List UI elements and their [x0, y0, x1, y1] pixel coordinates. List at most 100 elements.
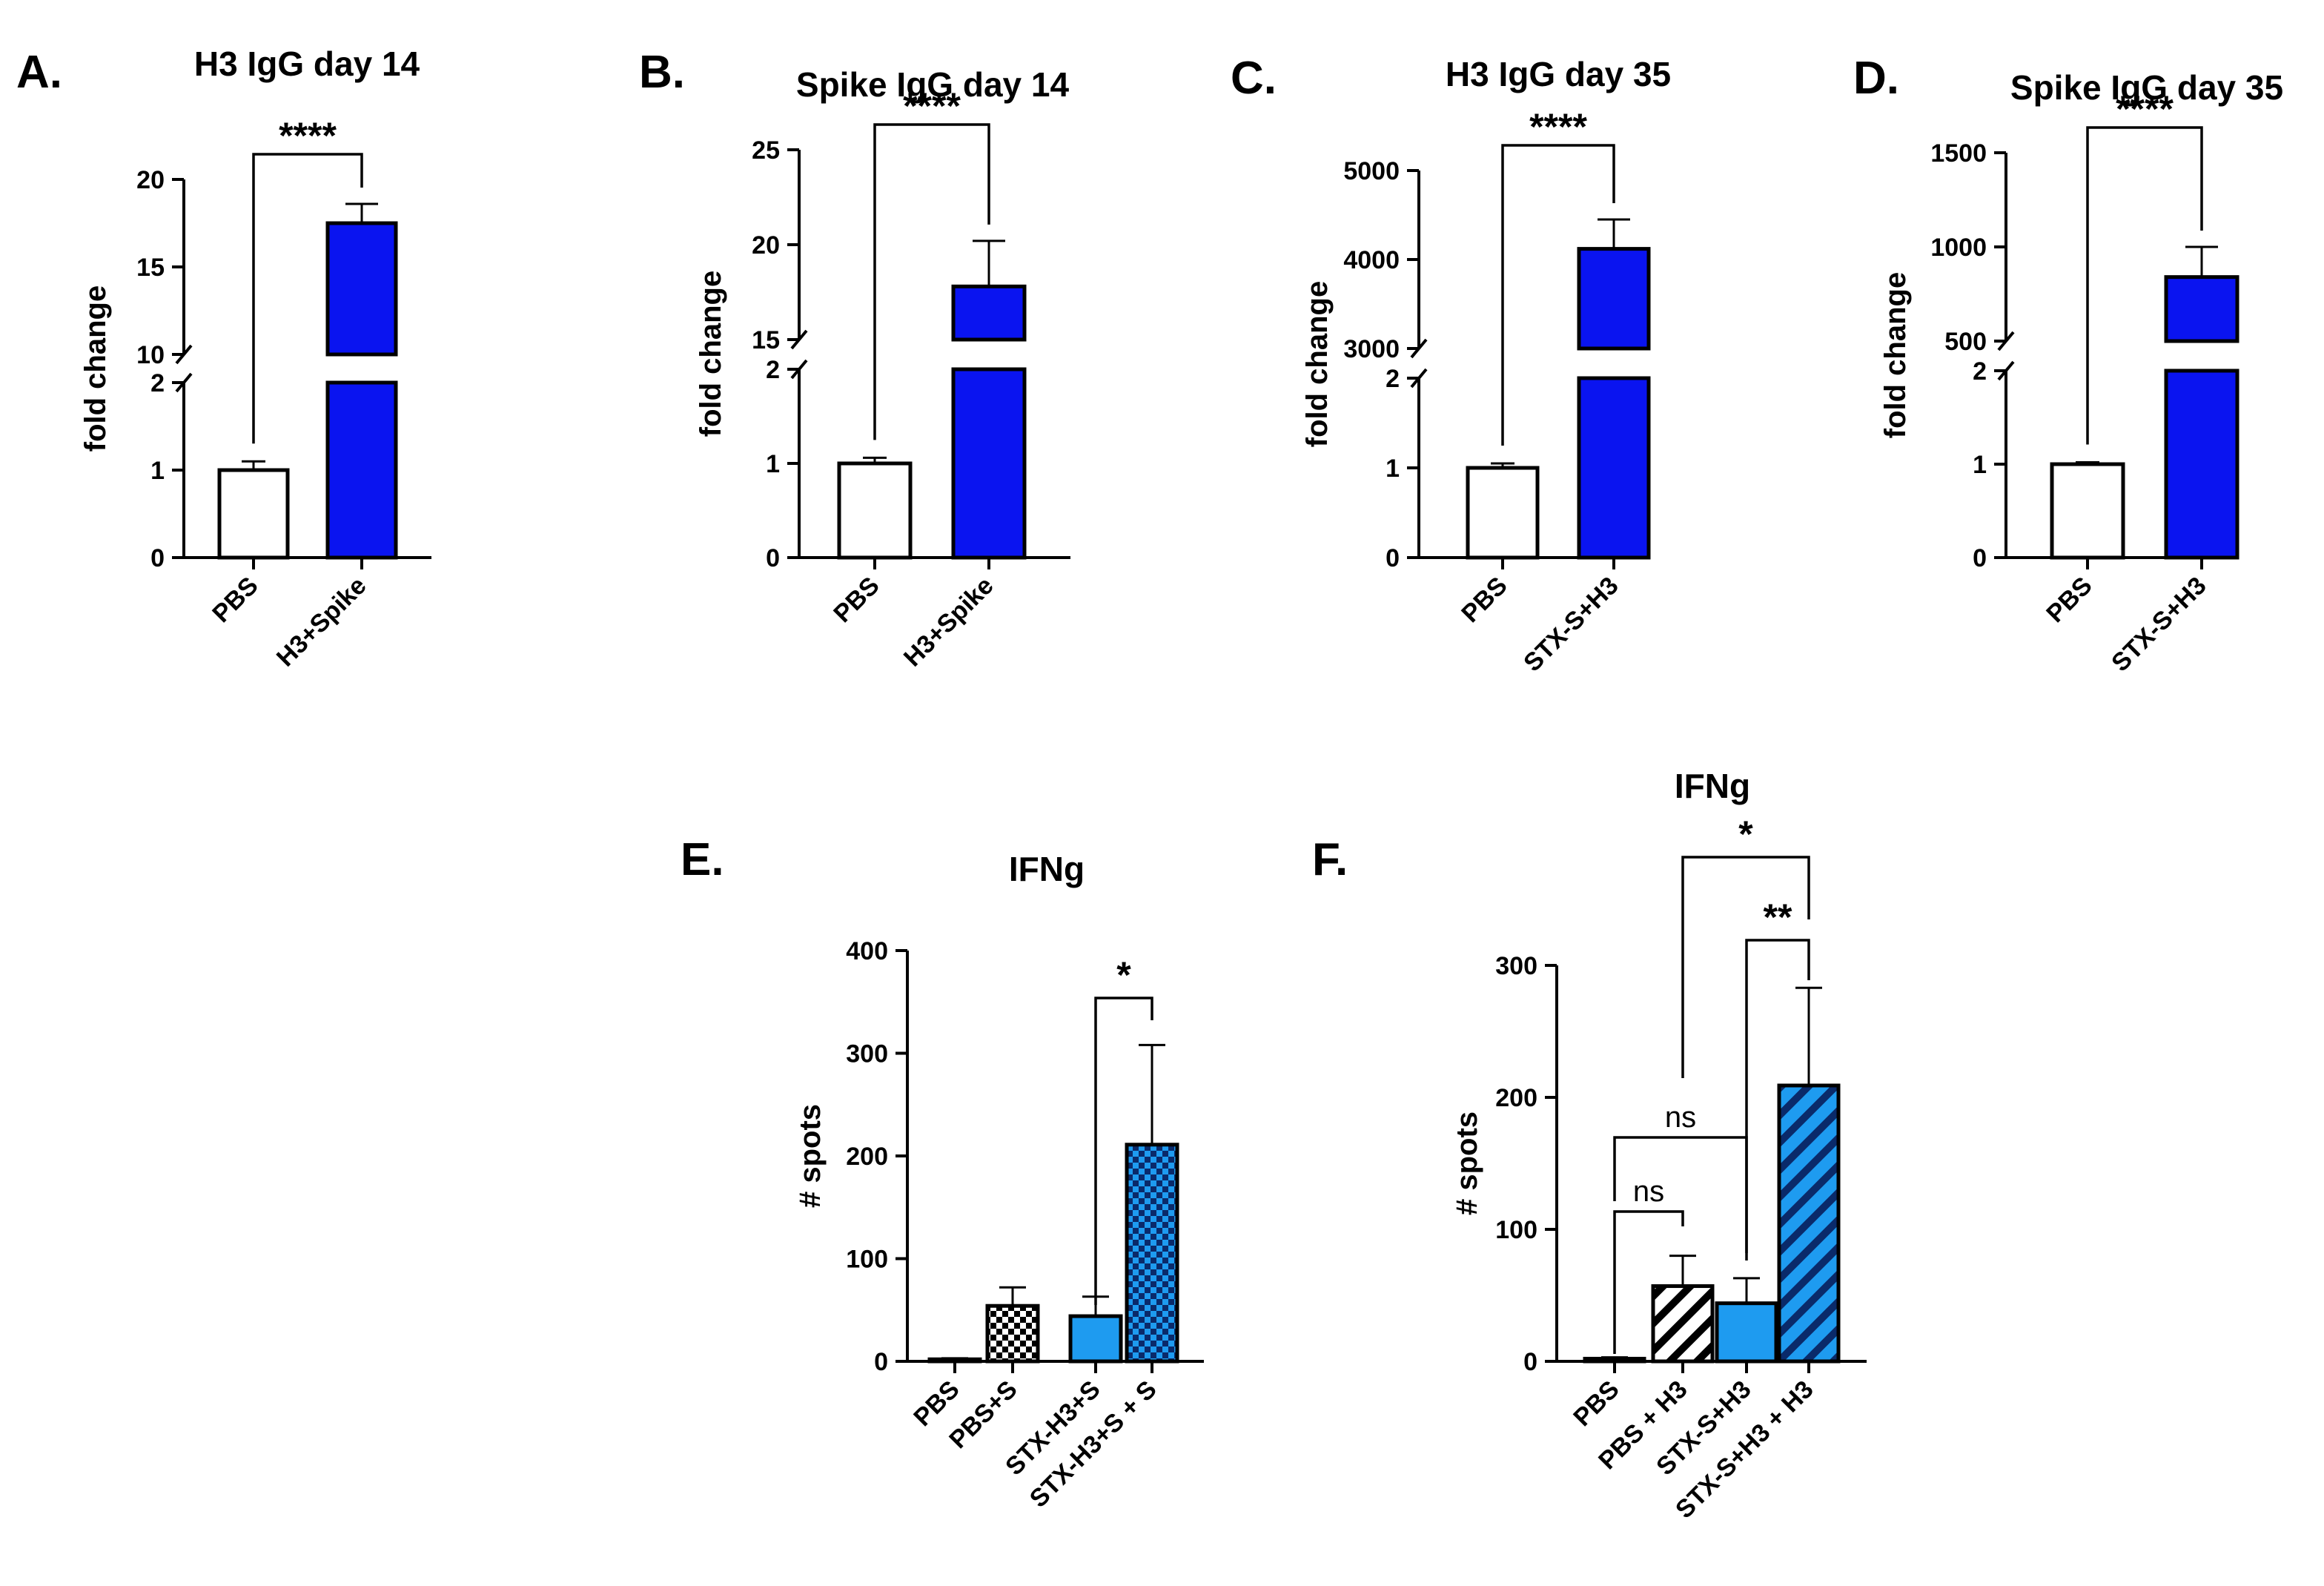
y-tick-label: 1	[766, 450, 780, 478]
bar-lower-segment	[951, 367, 1027, 560]
x-tick-label: PBS	[828, 572, 884, 628]
significance-bracket	[1094, 997, 1153, 1305]
y-tick-label: 25	[752, 136, 780, 165]
y-tick-label: 3000	[1343, 335, 1400, 363]
y-axis-label: # spots	[1451, 1111, 1483, 1215]
panel-b: B. Spike IgG day 14 fold change 0 1 215 20 25 PB…	[639, 47, 1070, 673]
y-tick-label: 1	[1973, 451, 1987, 479]
bar	[837, 461, 913, 560]
x-tick-label: H3+Spike	[898, 572, 999, 673]
chart-title: IFNg	[1009, 850, 1085, 888]
y-tick-label: 20	[136, 166, 165, 194]
panel-letter: F.	[1312, 834, 1348, 885]
y-tick-label: 200	[846, 1143, 888, 1171]
panel-letter: E.	[681, 834, 724, 885]
bar	[217, 468, 290, 560]
bar	[1068, 1314, 1123, 1364]
y-tick-label: 15	[752, 326, 780, 354]
bar	[2050, 462, 2125, 560]
bar-upper-segment	[1577, 247, 1651, 351]
bar-upper-segment	[325, 221, 398, 357]
y-tick-label: 300	[846, 1040, 888, 1068]
y-tick-label: 5000	[1343, 157, 1400, 185]
y-tick-label: 2	[1973, 357, 1987, 386]
y-tick-label: 0	[766, 544, 780, 572]
bar-upper-segment	[951, 284, 1027, 342]
y-tick-label: 4000	[1343, 246, 1400, 274]
bar	[1125, 1143, 1179, 1364]
significance-label: ****	[903, 85, 961, 127]
y-tick-label: 0	[1973, 544, 1987, 572]
significance-bracket	[2086, 126, 2203, 445]
y-tick-label: 0	[874, 1348, 888, 1376]
y-axis-label: fold change	[1301, 281, 1334, 447]
y-tick-label: 2	[1386, 365, 1400, 393]
panel-a: A. H3 IgG day 14 fold change 0 1 210 15 20 PBS H3…	[16, 44, 431, 673]
significance-bracket	[1613, 1210, 1684, 1354]
chart-title: Spike IgG day 14	[796, 65, 1070, 104]
y-tick-label: 2	[766, 356, 780, 384]
x-tick-label: PBS	[1568, 1375, 1624, 1432]
bar	[1651, 1284, 1715, 1364]
y-tick-label: 1	[150, 457, 165, 485]
x-tick-label: PBS	[2041, 572, 2097, 628]
bar-lower-segment	[325, 380, 398, 560]
bar	[1777, 1083, 1841, 1364]
bar	[1715, 1301, 1778, 1364]
bar-lower-segment	[2164, 369, 2239, 560]
bar	[985, 1304, 1040, 1364]
x-tick-label: PBS	[1456, 572, 1512, 628]
panel-letter: B.	[639, 47, 685, 98]
x-tick-label: PBS	[207, 572, 263, 628]
y-tick-label: 0	[1386, 544, 1400, 572]
panel-letter: A.	[16, 47, 62, 98]
chart-title: Spike IgG day 35	[2010, 68, 2283, 107]
chart-title: H3 IgG day 14	[194, 44, 420, 83]
y-tick-label: 0	[150, 544, 165, 572]
y-tick-label: 0	[1523, 1348, 1537, 1376]
significance-label: *	[1738, 813, 1753, 855]
significance-label: ****	[1529, 106, 1587, 148]
y-tick-label: 300	[1495, 952, 1537, 980]
significance-label: ****	[279, 115, 337, 156]
y-tick-label: 10	[136, 341, 165, 369]
significance-bracket	[252, 153, 363, 444]
significance-bracket	[1745, 939, 1810, 1253]
significance-label: **	[1764, 896, 1792, 938]
bar	[1466, 466, 1540, 560]
y-tick-label: 2	[150, 369, 165, 397]
chart-title: H3 IgG day 35	[1446, 55, 1671, 93]
bar-lower-segment	[1577, 376, 1651, 560]
y-axis-label: fold change	[79, 285, 112, 452]
significance-label: ns	[1665, 1101, 1696, 1134]
x-tick-label: STX-S+H3	[2106, 572, 2211, 677]
panel-e: E. IFNg# spots0100200300400PBSPBS+SSTX-H3…	[681, 834, 1204, 1513]
bar	[1583, 1356, 1646, 1364]
significance-bracket	[873, 123, 990, 440]
y-tick-label: 500	[1944, 328, 1987, 356]
significance-label: *	[1116, 954, 1131, 996]
y-tick-label: 1000	[1930, 234, 1987, 262]
y-tick-label: 100	[846, 1246, 888, 1274]
significance-bracket	[1681, 856, 1810, 1078]
x-tick-label: STX-S+H3	[1518, 572, 1623, 677]
significance-label: ****	[2116, 88, 2174, 130]
y-tick-label: 1500	[1930, 139, 1987, 168]
panel-letter: D.	[1853, 53, 1899, 104]
y-axis-label: fold change	[1879, 272, 1912, 438]
bar-upper-segment	[2164, 275, 2239, 343]
bar	[927, 1357, 982, 1364]
y-tick-label: 1	[1386, 455, 1400, 483]
y-axis-label: # spots	[794, 1104, 827, 1208]
significance-label: ns	[1633, 1175, 1664, 1208]
chart-title: IFNg	[1675, 767, 1750, 805]
y-axis-label: fold change	[695, 271, 727, 437]
y-tick-label: 400	[846, 937, 888, 965]
x-tick-label: H3+Spike	[271, 572, 372, 673]
y-tick-label: 20	[752, 231, 780, 260]
panel-letter: C.	[1231, 53, 1277, 104]
